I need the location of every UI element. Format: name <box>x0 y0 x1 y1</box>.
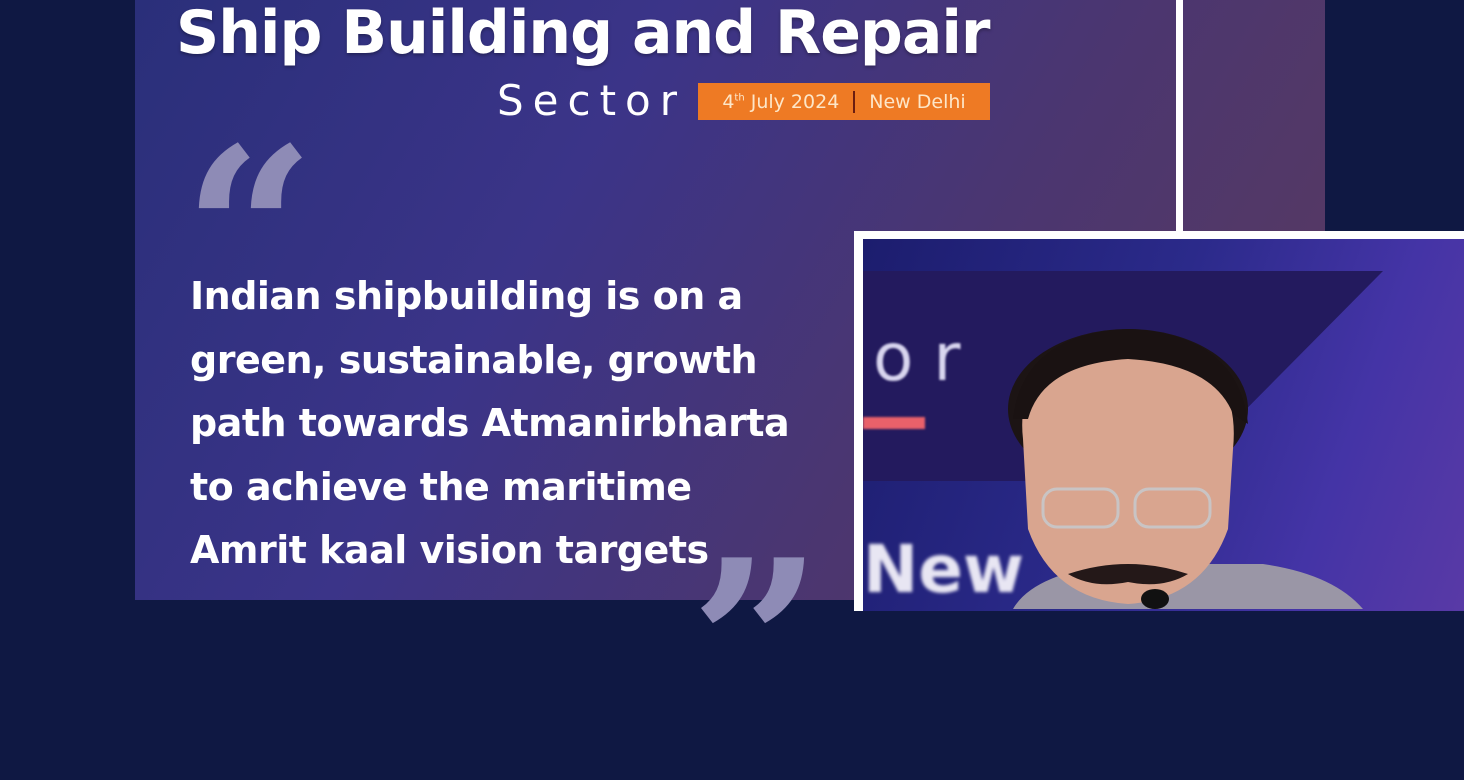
quote-line: to achieve the maritime <box>190 464 692 509</box>
date-month-year: July 2024 <box>750 90 840 113</box>
event-location: New Delhi <box>869 90 966 113</box>
photo-content: or New <box>863 239 1464 611</box>
quote-text: Indian shipbuilding is on a green, susta… <box>190 265 830 583</box>
page-subtitle: Sector <box>497 76 687 125</box>
speaker-photo: or New <box>854 231 1464 611</box>
quote-line: Indian shipbuilding is on a <box>190 274 743 318</box>
speaker-figure <box>1008 329 1363 609</box>
date-location-badge: 4th July 2024 New Delhi <box>698 83 990 120</box>
event-date: 4th July 2024 <box>722 91 839 113</box>
quote-line: Amrit kaal vision targets <box>190 528 709 572</box>
open-quote-icon: “ <box>183 98 316 368</box>
quote-line: path towards Atmanirbharta <box>190 401 790 445</box>
quote-line: green, sustainable, growth <box>190 337 758 382</box>
date-day: 4 <box>722 90 735 113</box>
close-quote-icon: ” <box>690 510 823 780</box>
divider-line <box>1176 0 1183 232</box>
date-suffix: th <box>734 92 745 104</box>
backdrop-text-top: or <box>873 319 981 396</box>
badge-separator <box>853 90 856 113</box>
backdrop-red-bar <box>863 417 925 429</box>
backdrop-text-bottom: New <box>863 531 1024 608</box>
page-title: Ship Building and Repair <box>176 0 991 68</box>
